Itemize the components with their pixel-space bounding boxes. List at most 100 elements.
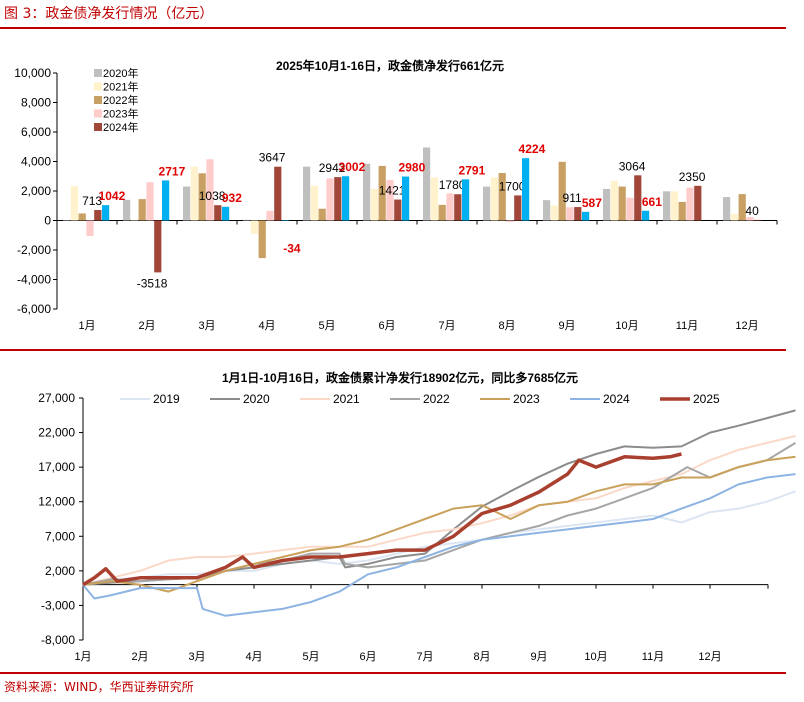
bar-2023-5月 xyxy=(326,178,334,221)
legend-label: 2020年 xyxy=(103,66,138,80)
legend-label: 2021年 xyxy=(103,80,138,94)
bar-2023-9月 xyxy=(566,207,574,221)
bar-2023-3月 xyxy=(206,159,214,221)
bar-2021-12月 xyxy=(730,214,738,221)
title-rule xyxy=(0,27,786,29)
data-label-2025: 1042 xyxy=(99,189,126,203)
x-tick-label: 9月 xyxy=(558,320,575,332)
x-tick-label: 4月 xyxy=(258,320,275,332)
y-tick-label: 0 xyxy=(44,214,51,228)
data-label-2025: 4224 xyxy=(519,142,546,156)
bar-2022-5月 xyxy=(318,208,326,221)
bar-2022-11月 xyxy=(678,201,686,221)
bar-2020-8月 xyxy=(483,186,491,221)
bar-2022-10月 xyxy=(618,186,626,221)
bar-2021-1月 xyxy=(70,186,78,221)
line-chart: 1月1日-10月16日，政金债累计净发行18902亿元，同比多7685亿元 27,… xyxy=(38,370,797,663)
bar-2023-8月 xyxy=(506,220,514,222)
x-tick-label: 9月 xyxy=(530,651,547,663)
y-tick-label: 6,000 xyxy=(21,125,51,139)
x-tick-label: 8月 xyxy=(498,320,515,332)
bar-2025-9月 xyxy=(582,211,590,221)
x-tick-label: 11月 xyxy=(642,651,664,663)
line-2024 xyxy=(82,473,796,617)
x-tick-label: 5月 xyxy=(302,651,319,663)
y-tick-label: 27,000 xyxy=(38,391,75,405)
bar-2023-4月 xyxy=(266,210,274,221)
x-tick-label: 11月 xyxy=(676,320,698,332)
bar-2024-6月 xyxy=(394,199,402,221)
legend-swatch-2024 xyxy=(94,123,102,131)
legend-label: 2022年 xyxy=(103,93,138,107)
data-label-2024: 911 xyxy=(563,191,582,205)
x-tick-label: 4月 xyxy=(245,651,262,663)
bar-2025-5月 xyxy=(342,176,350,221)
bar-2024-10月 xyxy=(634,175,642,221)
line-2021 xyxy=(82,435,796,586)
legend-label: 2020 xyxy=(243,392,270,406)
data-label-2024: 1700 xyxy=(499,179,526,193)
x-tick-label: 6月 xyxy=(359,651,376,663)
legend-label: 2023年 xyxy=(103,107,138,121)
y-tick-label: -2,000 xyxy=(17,243,51,257)
bar-2022-7月 xyxy=(438,204,446,221)
bar-2023-2月 xyxy=(146,182,154,221)
data-label-2025: -34 xyxy=(283,242,301,256)
legend-swatch-2022 xyxy=(94,96,102,104)
bar-2021-9月 xyxy=(550,205,558,221)
chart-title: 1月1日-10月16日，政金债累计净发行18902亿元，同比多7685亿元 xyxy=(222,370,578,385)
bar-2020-11月 xyxy=(663,191,671,221)
bar-2022-4月 xyxy=(258,220,266,259)
x-tick-label: 2月 xyxy=(131,651,148,663)
figure-title: 图 3：政金债净发行情况（亿元） xyxy=(4,6,214,22)
x-tick-label: 1月 xyxy=(78,320,95,332)
bar-2024-9月 xyxy=(574,207,582,221)
y-tick-label: 22,000 xyxy=(38,426,75,440)
data-label-2024: 2942 xyxy=(319,161,346,175)
bar-2020-5月 xyxy=(303,166,311,221)
y-tick-label: -8,000 xyxy=(41,633,75,647)
data-label-2024: 1038 xyxy=(199,189,226,203)
bar-2022-2月 xyxy=(138,199,146,221)
legend-label: 2025 xyxy=(693,392,720,406)
bar-2022-3月 xyxy=(198,173,206,221)
legend-swatch-2021 xyxy=(94,82,102,91)
x-tick-label: 12月 xyxy=(735,320,758,332)
bar-2024-12月 xyxy=(754,219,762,221)
y-tick-label: 4,000 xyxy=(21,155,51,169)
data-label-2024: 713 xyxy=(82,194,102,208)
data-label-2025: 2791 xyxy=(459,163,486,177)
data-label-2024: 3064 xyxy=(619,159,646,173)
data-label-2024: 3647 xyxy=(259,151,286,165)
data-label-2024: -3518 xyxy=(137,276,168,290)
bar-2023-1月 xyxy=(86,220,94,236)
bar-2021-2月 xyxy=(130,220,138,221)
bar-2021-11月 xyxy=(670,191,678,221)
bar-2022-6月 xyxy=(378,165,386,221)
data-label-2025: 2980 xyxy=(399,161,426,175)
y-tick-label: -6,000 xyxy=(17,302,51,316)
bar-2023-11月 xyxy=(686,187,694,221)
bar-2024-5月 xyxy=(334,177,342,221)
x-tick-label: 5月 xyxy=(318,320,335,332)
bar-2021-3月 xyxy=(190,166,198,221)
bar-2021-7月 xyxy=(430,177,438,221)
legend-swatch-2020 xyxy=(94,69,102,77)
line-2023 xyxy=(82,455,796,593)
bar-2021-4月 xyxy=(250,220,258,234)
bar-2025-1月 xyxy=(102,205,110,221)
bar-2021-6月 xyxy=(370,188,378,221)
legend-label: 2024年 xyxy=(103,120,138,134)
x-tick-label: 3月 xyxy=(198,320,215,332)
bar-2023-7月 xyxy=(446,193,454,221)
legend-label: 2022 xyxy=(423,392,450,406)
bar-2025-4月 xyxy=(282,220,290,222)
bar-2020-6月 xyxy=(363,163,371,221)
bar-2020-7月 xyxy=(423,147,431,221)
bar-2020-9月 xyxy=(543,200,551,221)
bar-2024-1月 xyxy=(94,209,102,221)
bar-2024-11月 xyxy=(694,185,702,221)
bar-2022-9月 xyxy=(558,161,566,221)
bar-2020-3月 xyxy=(183,186,191,221)
x-tick-label: 7月 xyxy=(438,320,455,332)
